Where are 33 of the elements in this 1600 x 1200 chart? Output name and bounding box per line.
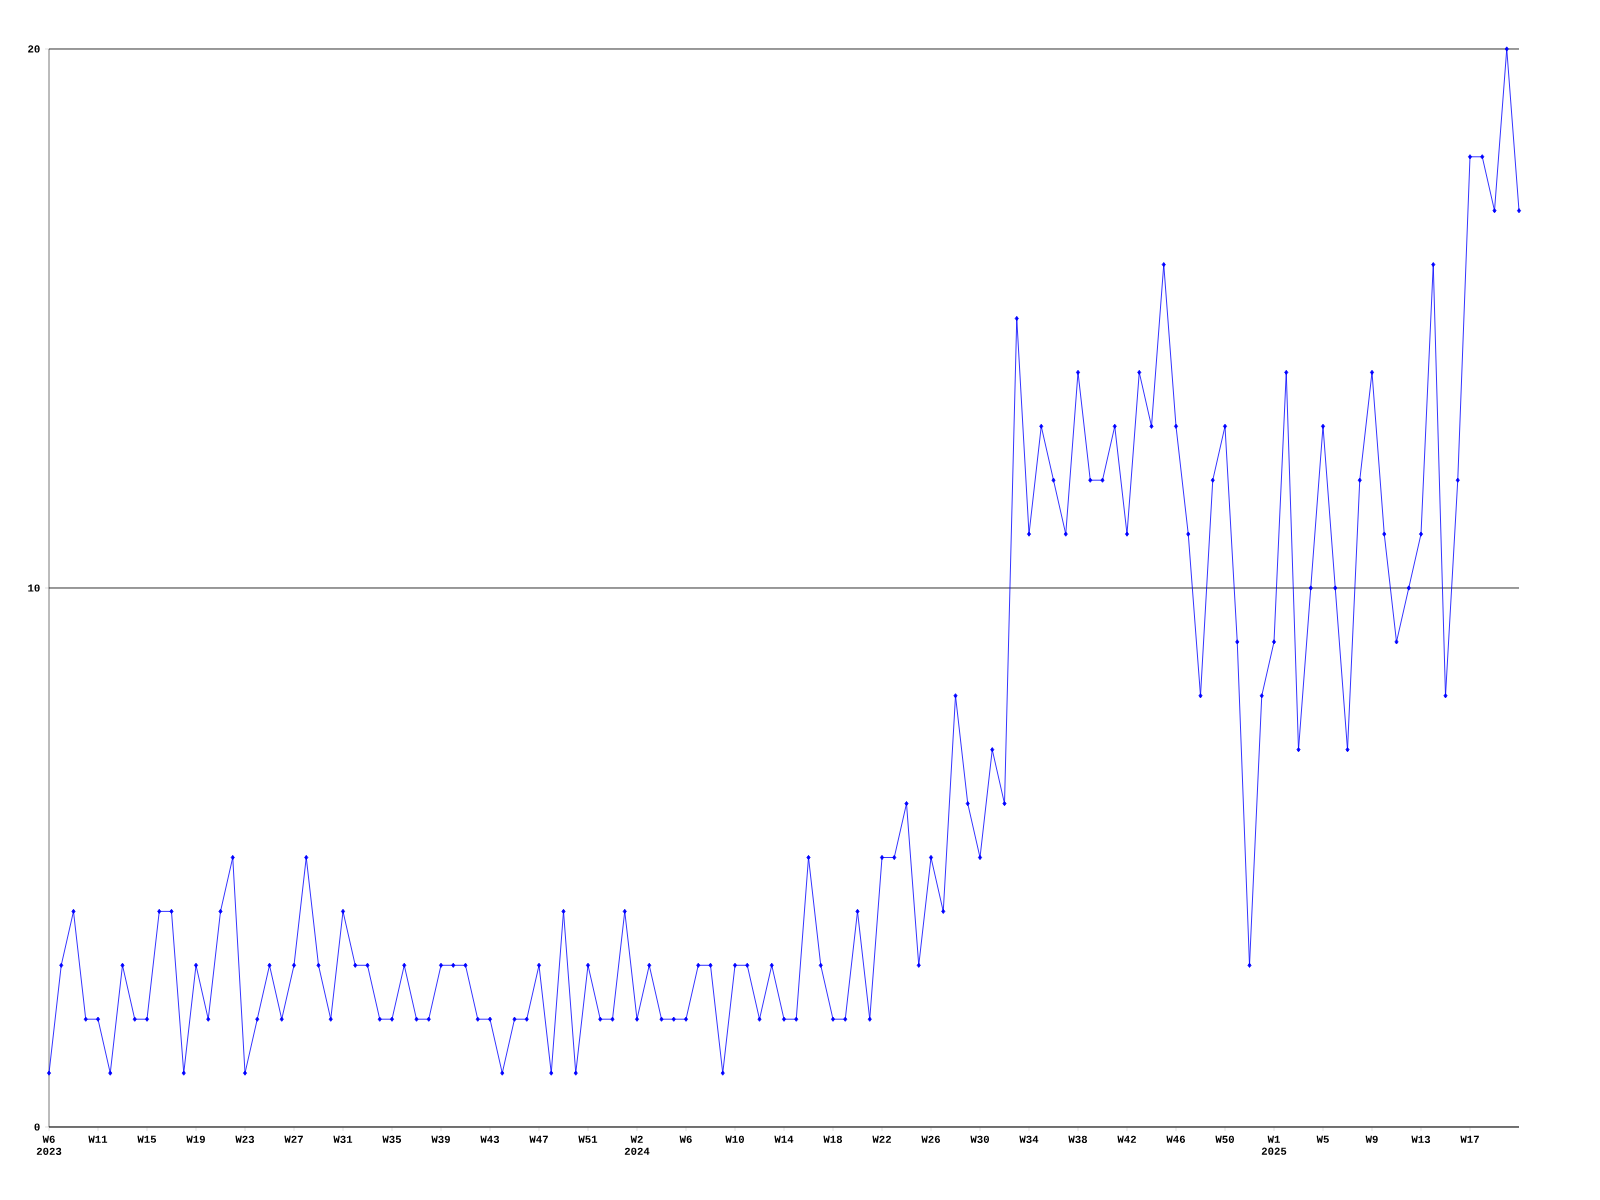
x-tick-label: W34	[1019, 1135, 1039, 1143]
x-tick-label: W26	[921, 1135, 941, 1143]
x-tick-label: W13	[1411, 1135, 1431, 1143]
x-tick-label: W10	[725, 1135, 744, 1143]
x-tick-label: W5	[1316, 1135, 1329, 1143]
x-tick-label: W35	[382, 1135, 402, 1143]
x-tick-label: W23	[235, 1135, 255, 1143]
x-tick-label: W42	[1117, 1135, 1136, 1143]
x-tick-label: W46	[1166, 1135, 1186, 1143]
x-tick-label: W11	[88, 1135, 108, 1143]
x-tick-label: W22	[872, 1135, 891, 1143]
x-tick-label: W30	[970, 1135, 989, 1143]
x-tick-label: W9	[1365, 1135, 1378, 1143]
x-tick-label: W43	[480, 1135, 500, 1143]
x-tick-label: W1 2025	[1261, 1135, 1287, 1155]
x-tick-label: W17	[1460, 1135, 1479, 1143]
x-tick-label: W6 2023	[36, 1135, 62, 1155]
x-tick-label: W27	[284, 1135, 303, 1143]
y-tick-label: 0	[34, 1123, 40, 1131]
x-tick-label: W19	[186, 1135, 205, 1143]
x-tick-label: W18	[823, 1135, 843, 1143]
y-tick-label: 20	[28, 45, 40, 53]
x-tick-label: W39	[431, 1135, 450, 1143]
x-tick-label: W15	[137, 1135, 157, 1143]
x-tick-label: W14	[774, 1135, 794, 1143]
x-tick-label: W50	[1215, 1135, 1234, 1143]
x-tick-label: W38	[1068, 1135, 1088, 1143]
x-tick-label: W31	[333, 1135, 353, 1143]
x-tick-label: W51	[578, 1135, 598, 1143]
x-tick-label: W47	[529, 1135, 548, 1143]
y-tick-label: 10	[28, 584, 40, 592]
x-tick-label: W6	[679, 1135, 692, 1143]
x-tick-label: W2 2024	[624, 1135, 650, 1155]
